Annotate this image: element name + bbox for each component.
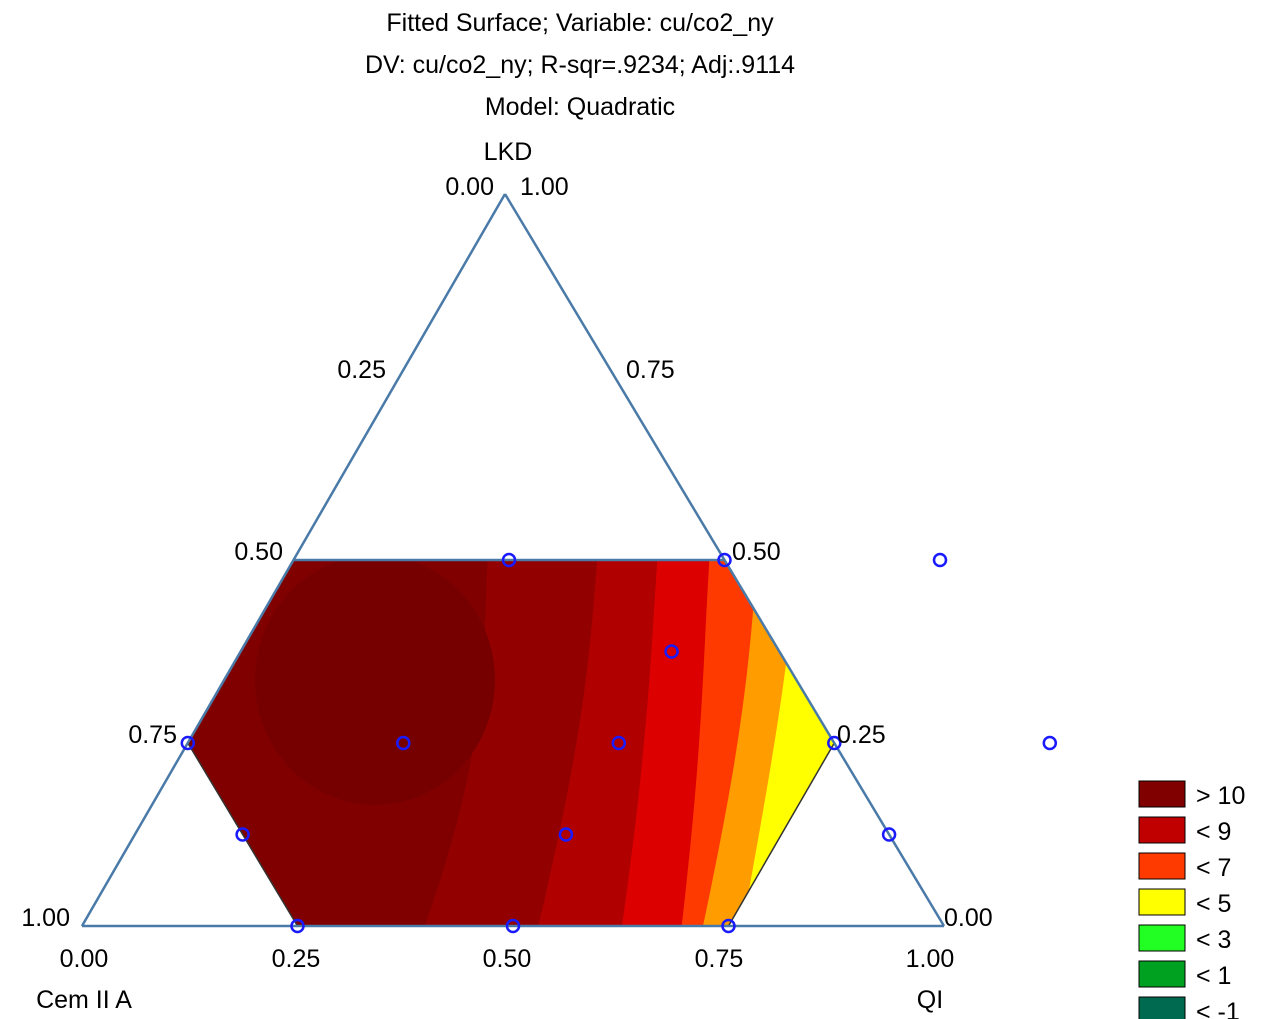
design-point-13 (505, 918, 521, 934)
bottom-tick-0: 0.00 (60, 945, 109, 973)
design-point-4 (396, 735, 411, 751)
chart-title-line-1: Fitted Surface; Variable: cu/co2_ny (386, 9, 774, 37)
design-point-1 (717, 552, 732, 568)
right-tick-1: 0.75 (626, 356, 675, 384)
ternary-triangle (80, 193, 946, 928)
bottom-tick-2: 0.50 (483, 945, 532, 973)
vertex-label-top: LKD (484, 138, 533, 166)
bottom-tick-1: 0.25 (272, 945, 321, 973)
design-point-0 (501, 552, 517, 568)
design-point-5 (611, 735, 627, 751)
left-tick-2: 0.50 (234, 538, 283, 566)
right-tick-3: 0.25 (837, 721, 886, 749)
chart-title-line-3: Model: Quadratic (485, 93, 675, 121)
vertex-label-right: QI (917, 986, 943, 1014)
bottom-tick-3: 0.75 (695, 945, 744, 973)
legend-swatch-5 (1138, 960, 1186, 988)
legend-swatch-2 (1138, 852, 1186, 880)
legend-label-5: < 1 (1196, 962, 1231, 990)
contour-band-11 (255, 560, 495, 805)
contour-surface (187, 560, 835, 926)
legend-label-2: < 7 (1196, 854, 1231, 882)
design-point-10 (664, 644, 679, 659)
left-tick-3: 0.75 (128, 721, 177, 749)
legend-swatch-4 (1138, 924, 1186, 952)
right-tick-2: 0.50 (732, 538, 781, 566)
vertex-label-left: Cem II A (36, 986, 132, 1014)
legend-label-6: < -1 (1196, 998, 1240, 1019)
right-tick-4: 0.00 (944, 904, 993, 932)
left-tick-0: 0.00 (445, 173, 494, 201)
design-point-3 (180, 735, 196, 751)
legend-swatch-0 (1138, 780, 1186, 808)
design-point-12 (290, 918, 305, 934)
legend-label-3: < 5 (1196, 890, 1231, 918)
design-points (180, 552, 1058, 934)
legend-swatch-3 (1138, 888, 1186, 916)
design-point-2 (932, 552, 948, 568)
chart-title-line-2: DV: cu/co2_ny; R-sqr=.9234; Adj:.9114 (365, 51, 795, 79)
right-tick-0: 1.00 (520, 173, 569, 201)
legend-label-1: < 9 (1196, 818, 1231, 846)
design-point-11 (558, 827, 574, 842)
legend-label-4: < 3 (1196, 926, 1231, 954)
left-tick-4: 1.00 (21, 904, 70, 932)
bottom-tick-4: 1.00 (906, 945, 955, 973)
design-point-7 (1042, 735, 1058, 751)
legend-label-0: > 10 (1196, 782, 1245, 810)
design-point-6 (827, 735, 842, 751)
left-tick-1: 0.25 (337, 356, 386, 384)
legend: > 10 < 9 < 7 < 5 < 3 < 1 < -1 (1138, 780, 1245, 1019)
design-point-9 (881, 827, 897, 842)
legend-swatch-1 (1138, 816, 1186, 844)
design-point-8 (235, 827, 250, 842)
legend-swatch-6 (1138, 996, 1186, 1019)
design-point-14 (721, 918, 736, 934)
